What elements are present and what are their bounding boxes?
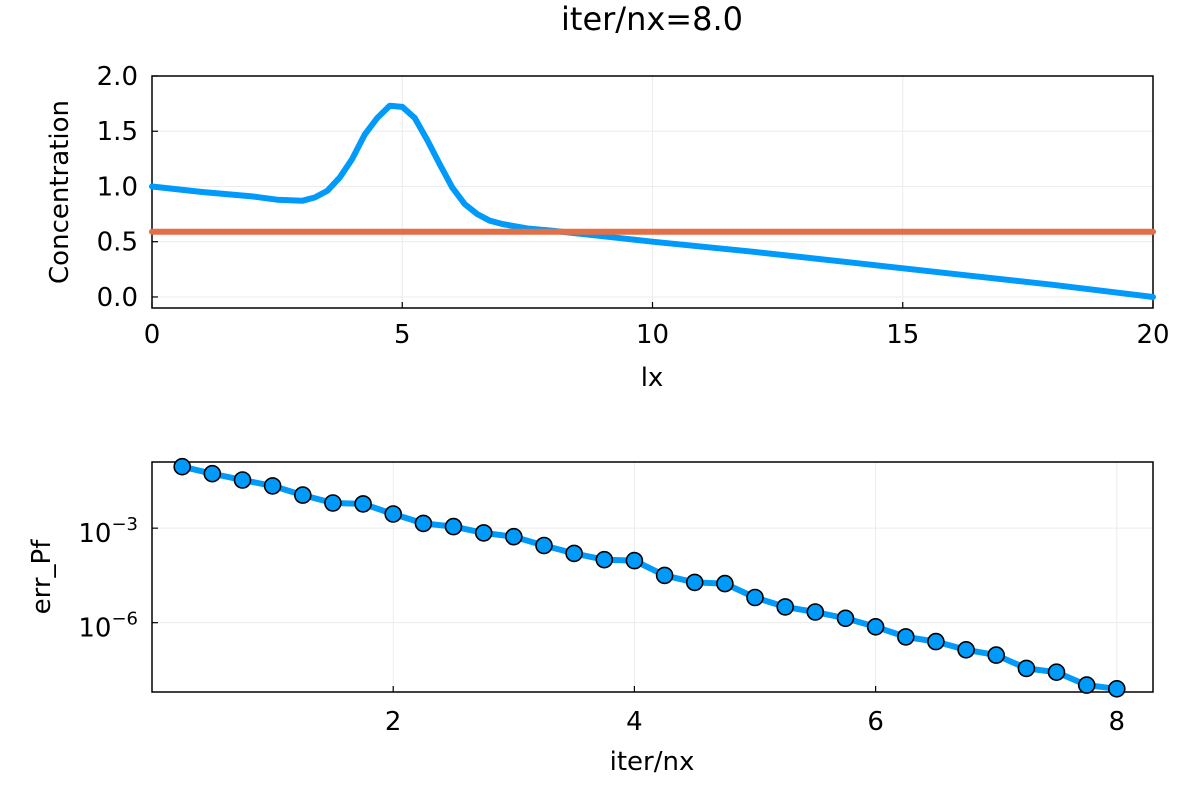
x-tick-labels: 0 5 10 15 20 <box>144 320 1170 350</box>
data-point <box>565 544 583 563</box>
data-point <box>1017 659 1036 678</box>
x-tick-label: 15 <box>886 320 919 350</box>
tick-marks <box>152 527 1118 692</box>
y-tick-label: 0.5 <box>97 228 138 258</box>
y-tick-label-exponent: −6 <box>111 609 138 630</box>
y-axis-label: err_Pf <box>27 539 57 615</box>
data-point <box>263 477 282 495</box>
series-line-1 <box>179 463 1120 692</box>
y-axis-label: Concentration <box>45 100 75 284</box>
data-point <box>987 646 1006 664</box>
concentration-plot: 0 5 10 15 20 0.0 0.5 1.0 1.5 2.0 lx Concentratio… <box>45 62 1170 393</box>
data-point <box>384 505 403 523</box>
data-point <box>203 464 222 483</box>
y-tick-label-exponent: −3 <box>111 514 138 535</box>
x-axis-label: lx <box>641 363 664 393</box>
grid <box>152 462 1153 692</box>
series-layer <box>173 457 1126 698</box>
x-tick-label: 6 <box>867 707 884 737</box>
y-tick-label: 1.0 <box>97 172 138 202</box>
data-point <box>746 588 764 607</box>
x-tick-label: 2 <box>385 707 402 737</box>
y-tick-label: 10−3 <box>78 514 138 549</box>
y-tick-labels: 10−310−6 <box>78 514 138 644</box>
data-point <box>414 514 433 533</box>
data-point <box>927 632 945 651</box>
data-point <box>836 609 855 628</box>
data-point <box>595 550 614 569</box>
data-point <box>806 603 825 621</box>
y-tick-label: 1.5 <box>97 117 138 147</box>
series-line-1 <box>149 102 1156 300</box>
x-tick-label: 5 <box>394 320 411 350</box>
data-point <box>1047 663 1066 682</box>
x-tick-label: 20 <box>1136 320 1169 350</box>
x-tick-labels: 2 4 6 8 <box>385 707 1125 737</box>
data-point <box>1108 679 1126 698</box>
x-tick-label: 8 <box>1109 707 1126 737</box>
series-layer <box>149 102 1156 300</box>
y-tick-label: 0.0 <box>97 283 138 313</box>
data-point <box>866 617 885 636</box>
data-point <box>655 566 674 585</box>
data-point <box>685 573 704 592</box>
data-point <box>625 551 644 570</box>
data-point <box>957 640 975 659</box>
y-tick-label-base: 10 <box>78 614 111 644</box>
data-point <box>293 486 312 504</box>
data-point <box>1077 676 1096 694</box>
data-point <box>474 524 493 542</box>
data-point <box>444 517 463 536</box>
x-tick-label: 4 <box>626 707 643 737</box>
data-point <box>776 598 795 616</box>
plot-area-frame <box>151 461 1154 693</box>
data-point <box>354 495 372 513</box>
data-point <box>896 628 915 646</box>
y-tick-label: 2.0 <box>97 62 138 92</box>
tick-marks <box>151 75 1154 308</box>
grid <box>151 75 1154 308</box>
x-axis-label: iter/nx <box>610 747 695 777</box>
y-tick-label-base: 10 <box>78 519 111 549</box>
data-point <box>324 494 342 512</box>
data-point <box>504 527 523 546</box>
data-point <box>173 457 191 476</box>
y-tick-label: 10−6 <box>78 609 138 644</box>
data-point <box>535 536 553 555</box>
x-tick-label: 0 <box>144 320 161 350</box>
data-point <box>716 574 734 593</box>
figure-title: iter/nx=8.0 <box>561 0 743 38</box>
y-tick-labels: 0.0 0.5 1.0 1.5 2.0 <box>97 62 138 313</box>
x-tick-label: 10 <box>636 320 669 350</box>
data-point <box>233 471 252 489</box>
